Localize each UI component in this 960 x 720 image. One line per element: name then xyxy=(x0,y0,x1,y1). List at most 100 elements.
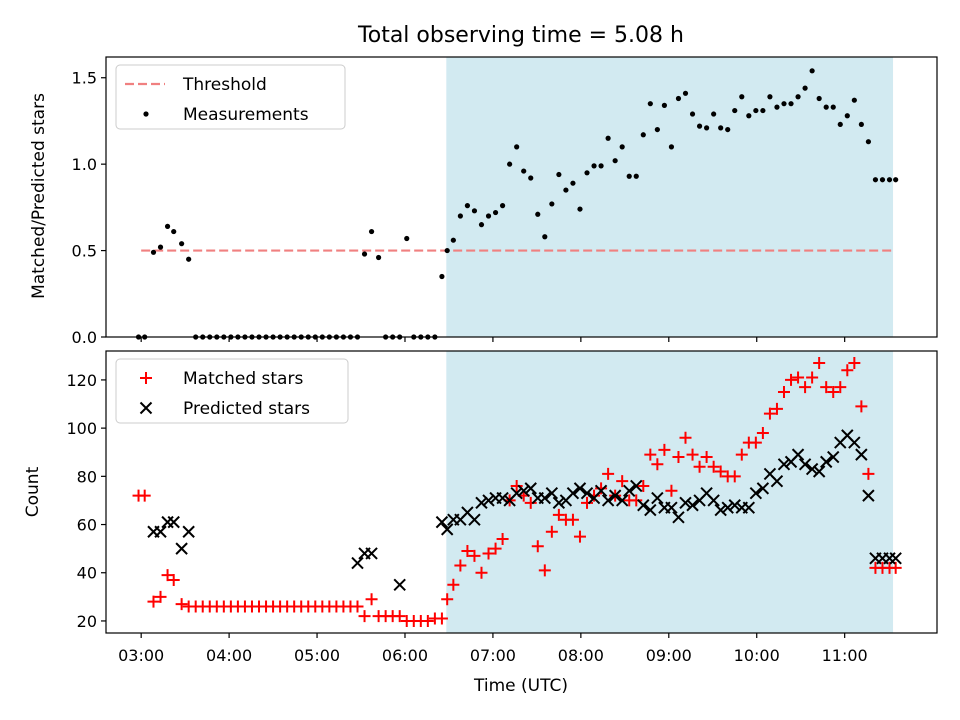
y-tick-label: 1.0 xyxy=(72,155,97,174)
data-point xyxy=(573,530,586,543)
data-point xyxy=(535,211,541,217)
data-point xyxy=(580,486,594,500)
data-point xyxy=(686,499,699,512)
data-point xyxy=(496,533,509,545)
data-point xyxy=(630,494,643,507)
data-point xyxy=(164,223,171,229)
data-point xyxy=(461,545,474,558)
x-tick-label: 10:00 xyxy=(734,646,780,665)
x-tick-label: 08:00 xyxy=(558,646,604,665)
data-point xyxy=(837,121,843,128)
data-point xyxy=(376,254,382,261)
data-point xyxy=(763,407,776,420)
data-point xyxy=(809,68,815,74)
data-point xyxy=(812,465,826,478)
data-point xyxy=(471,208,478,214)
x-tick-label: 07:00 xyxy=(470,646,516,665)
data-point xyxy=(774,104,780,110)
data-point xyxy=(728,470,741,483)
data-point xyxy=(637,479,650,492)
data-point xyxy=(468,549,481,562)
legend-label: Matched stars xyxy=(183,369,303,389)
data-point xyxy=(651,491,664,505)
data-point xyxy=(563,187,569,193)
data-point xyxy=(365,547,378,560)
data-point xyxy=(658,443,671,456)
data-point xyxy=(524,482,537,495)
data-point xyxy=(795,94,801,100)
data-point xyxy=(444,247,450,254)
data-point xyxy=(556,171,562,178)
data-point xyxy=(640,132,646,138)
data-point xyxy=(147,595,160,608)
data-point xyxy=(524,496,537,509)
data-point xyxy=(510,479,523,492)
legend-swatch-matched xyxy=(140,372,152,384)
data-point xyxy=(545,525,558,538)
data-point xyxy=(507,161,513,167)
data-point xyxy=(538,564,551,577)
data-point xyxy=(872,177,879,183)
data-point xyxy=(689,111,696,117)
data-point xyxy=(454,559,467,572)
bottom-y-axis-label: Count xyxy=(23,466,43,517)
data-point xyxy=(637,499,650,512)
data-point xyxy=(675,95,682,102)
data-point xyxy=(889,561,902,574)
legend-label: Threshold xyxy=(182,75,267,95)
data-point xyxy=(608,489,622,502)
data-point xyxy=(725,126,731,133)
data-point xyxy=(182,525,195,538)
data-point xyxy=(834,381,847,394)
data-point xyxy=(760,107,766,114)
legend-label: Predicted stars xyxy=(183,399,310,419)
data-point xyxy=(644,503,657,517)
data-point xyxy=(150,249,157,255)
data-point xyxy=(167,573,180,586)
data-point xyxy=(154,590,167,603)
data-point xyxy=(827,450,840,464)
data-point xyxy=(439,273,445,280)
data-point xyxy=(665,501,678,514)
data-point xyxy=(630,479,643,493)
data-point xyxy=(851,97,857,103)
data-point xyxy=(823,104,829,110)
data-point xyxy=(450,237,456,243)
data-point xyxy=(798,458,812,471)
data-point xyxy=(179,241,185,247)
data-point xyxy=(777,458,791,471)
x-tick-label: 05:00 xyxy=(294,646,340,665)
bottom-shaded-region xyxy=(446,351,894,633)
data-point xyxy=(351,600,364,613)
data-point xyxy=(739,94,745,100)
data-point xyxy=(805,462,819,476)
data-point xyxy=(573,482,587,495)
top-panel-ratio: 0.0 0.5 1.0 1.5 Threshold Measurements xyxy=(72,56,938,347)
chart-title: Total observing time = 5.08 h xyxy=(357,23,684,48)
y-tick-label: 100 xyxy=(66,419,97,438)
data-point xyxy=(802,85,808,91)
bottom-series-matched-stars xyxy=(132,357,902,627)
data-point xyxy=(732,107,738,114)
data-point xyxy=(552,508,565,521)
data-point xyxy=(447,578,460,591)
top-legend: Threshold Measurements xyxy=(115,64,346,130)
legend-swatch-predicted xyxy=(139,401,153,415)
data-point xyxy=(665,484,678,497)
data-point xyxy=(510,486,523,500)
data-point xyxy=(841,364,854,377)
y-tick-label: 0.5 xyxy=(72,242,97,261)
data-point xyxy=(886,177,893,183)
data-point xyxy=(777,385,790,398)
data-point xyxy=(785,373,798,386)
x-tick-label: 09:00 xyxy=(646,646,692,665)
legend-swatch-measurements xyxy=(143,111,149,117)
data-point xyxy=(792,371,805,384)
data-point xyxy=(749,486,763,500)
data-point xyxy=(475,496,488,510)
data-point xyxy=(848,436,861,449)
data-point xyxy=(672,451,685,464)
data-point xyxy=(647,101,653,107)
data-point xyxy=(672,511,685,524)
y-tick-label: 20 xyxy=(77,612,97,631)
